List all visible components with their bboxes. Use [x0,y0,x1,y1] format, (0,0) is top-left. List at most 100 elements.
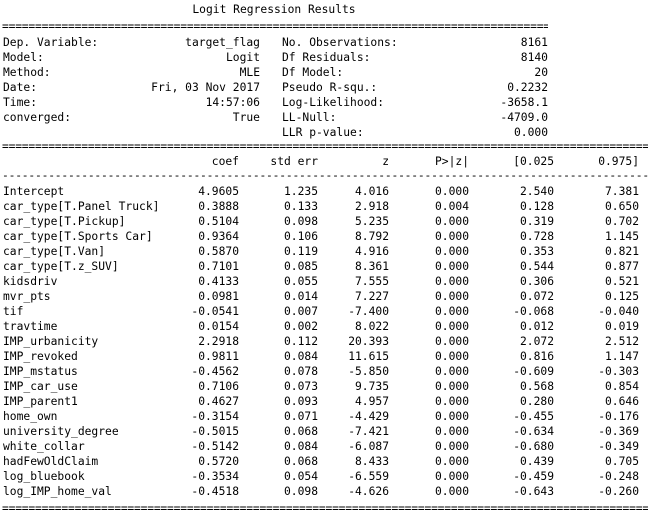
row-z: 8.361 [354,260,389,273]
summary-right-label: Df Model: [282,66,344,79]
summary-left-label: Dep. Variable: [3,36,99,49]
row-p-value: 0.000 [434,335,469,348]
row-coef: -0.5142 [191,440,239,453]
row-p-value: 0.000 [434,395,469,408]
row-variable: kidsdriv [3,275,58,288]
row-coef: 0.3888 [198,200,239,213]
double-rule-bottom: ========================================… [2,502,648,515]
summary-right-value: -4709.0 [500,111,548,124]
row-z: -4.429 [348,410,389,423]
row-z: 11.615 [348,350,389,363]
row-coef: 0.7106 [198,380,239,393]
row-ci-upper: -0.176 [598,410,639,423]
row-ci-lower: 0.012 [519,320,554,333]
table-row: IMP_revoked 0.9811 0.084 11.615 0.000 0.816 1.… [0,349,652,364]
double-rule-mid: ========================================… [2,140,648,153]
summary-left-label: Model: [3,51,44,64]
row-std-err: 0.054 [283,470,318,483]
row-std-err: 0.078 [283,365,318,378]
summary-right-label: LLR p-value: [282,126,364,139]
row-std-err: 0.068 [283,425,318,438]
row-ci-lower: 0.353 [519,245,554,258]
row-coef: 0.4133 [198,275,239,288]
row-ci-lower: 2.540 [519,185,554,198]
row-variable: university_degree [3,425,119,438]
summary-right-value: 0.000 [513,126,548,139]
row-ci-upper: 0.821 [604,245,639,258]
summary-row: LLR p-value: 0.000 [0,125,560,140]
row-z: 2.918 [354,200,389,213]
summary-right-label: Df Residuals: [282,51,371,64]
row-std-err: 0.084 [283,440,318,453]
row-variable: white_collar [3,440,85,453]
row-ci-lower: 0.280 [519,395,554,408]
row-coef: 0.9811 [198,350,239,363]
row-variable: IMP_parent1 [3,395,78,408]
row-ci-upper: -0.369 [598,425,639,438]
summary-row: Method: MLE Df Model: 20 [0,65,560,80]
row-p-value: 0.000 [434,215,469,228]
row-z: 7.555 [354,275,389,288]
row-variable: tif [3,305,24,318]
summary-left-value: target_flag [185,36,260,49]
row-coef: 4.9605 [198,185,239,198]
row-z: 20.393 [348,335,389,348]
row-coef: -0.5015 [191,425,239,438]
row-z: -4.626 [348,485,389,498]
summary-left-label: Date: [3,81,38,94]
row-z: -7.400 [348,305,389,318]
row-ci-lower: 0.816 [519,350,554,363]
table-row: university_degree -0.5015 0.068 -7.421 0.000… [0,424,652,439]
row-ci-lower: 0.439 [519,455,554,468]
summary-left-label: Time: [3,96,38,109]
row-variable: IMP_mstatus [3,365,78,378]
row-std-err: 0.071 [283,410,318,423]
table-row: travtime 0.0154 0.002 8.022 0.000 0.012 0.019 [0,319,652,334]
summary-left-value: True [232,111,260,124]
summary-right-value: 8161 [520,36,548,49]
row-coef: 2.2918 [198,335,239,348]
row-ci-upper: 2.512 [604,335,639,348]
row-p-value: 0.000 [434,365,469,378]
summary-left-value: Fri, 03 Nov 2017 [151,81,260,94]
row-ci-upper: -0.248 [598,470,639,483]
table-row: car_type[T.Van] 0.5870 0.119 4.916 0.000 0.35… [0,244,652,259]
col-header-p-value: P>|z| [434,155,469,168]
row-variable: car_type[T.z_SUV] [3,260,119,273]
row-variable: home_own [3,410,58,423]
row-ci-upper: 0.877 [604,260,639,273]
table-row: car_type[T.Pickup] 0.5104 0.098 5.235 0.000 0… [0,214,652,229]
row-variable: Intercept [3,185,65,198]
row-std-err: 0.098 [283,215,318,228]
row-p-value: 0.000 [434,440,469,453]
table-row: IMP_urbanicity 2.2918 0.112 20.393 0.000 2.07… [0,334,652,349]
row-std-err: 0.098 [283,485,318,498]
row-variable: travtime [3,320,58,333]
table-row: IMP_mstatus -0.4562 0.078 -5.850 0.000 -0.609… [0,364,652,379]
coef-table-header: coef std err z P>|z| [0.025 0.975] [0,154,652,169]
row-variable: hadFewOldClaim [3,455,99,468]
row-ci-lower: -0.609 [513,365,554,378]
table-row: Intercept 4.9605 1.235 4.016 0.000 2.540 7.381 [0,184,652,199]
row-coef: 0.0981 [198,290,239,303]
coef-table: Intercept 4.9605 1.235 4.016 0.000 2.540 7.381… [0,184,652,499]
row-z: 7.227 [354,290,389,303]
row-variable: log_IMP_home_val [3,485,112,498]
row-z: 4.916 [354,245,389,258]
row-z: 4.957 [354,395,389,408]
row-std-err: 0.119 [283,245,318,258]
summary-left-label: converged: [3,111,72,124]
summary-right-value: 0.2232 [507,81,548,94]
summary-row: Model: Logit Df Residuals: 8140 [0,50,560,65]
row-std-err: 0.106 [283,230,318,243]
row-p-value: 0.000 [434,305,469,318]
row-p-value: 0.000 [434,275,469,288]
row-variable: IMP_urbanicity [3,335,99,348]
row-ci-lower: -0.634 [513,425,554,438]
row-z: 4.016 [354,185,389,198]
table-row: log_bluebook -0.3534 0.054 -6.559 0.000 -0.45… [0,469,652,484]
row-std-err: 0.133 [283,200,318,213]
row-p-value: 0.000 [434,350,469,363]
row-ci-upper: -0.349 [598,440,639,453]
row-ci-upper: 0.125 [604,290,639,303]
